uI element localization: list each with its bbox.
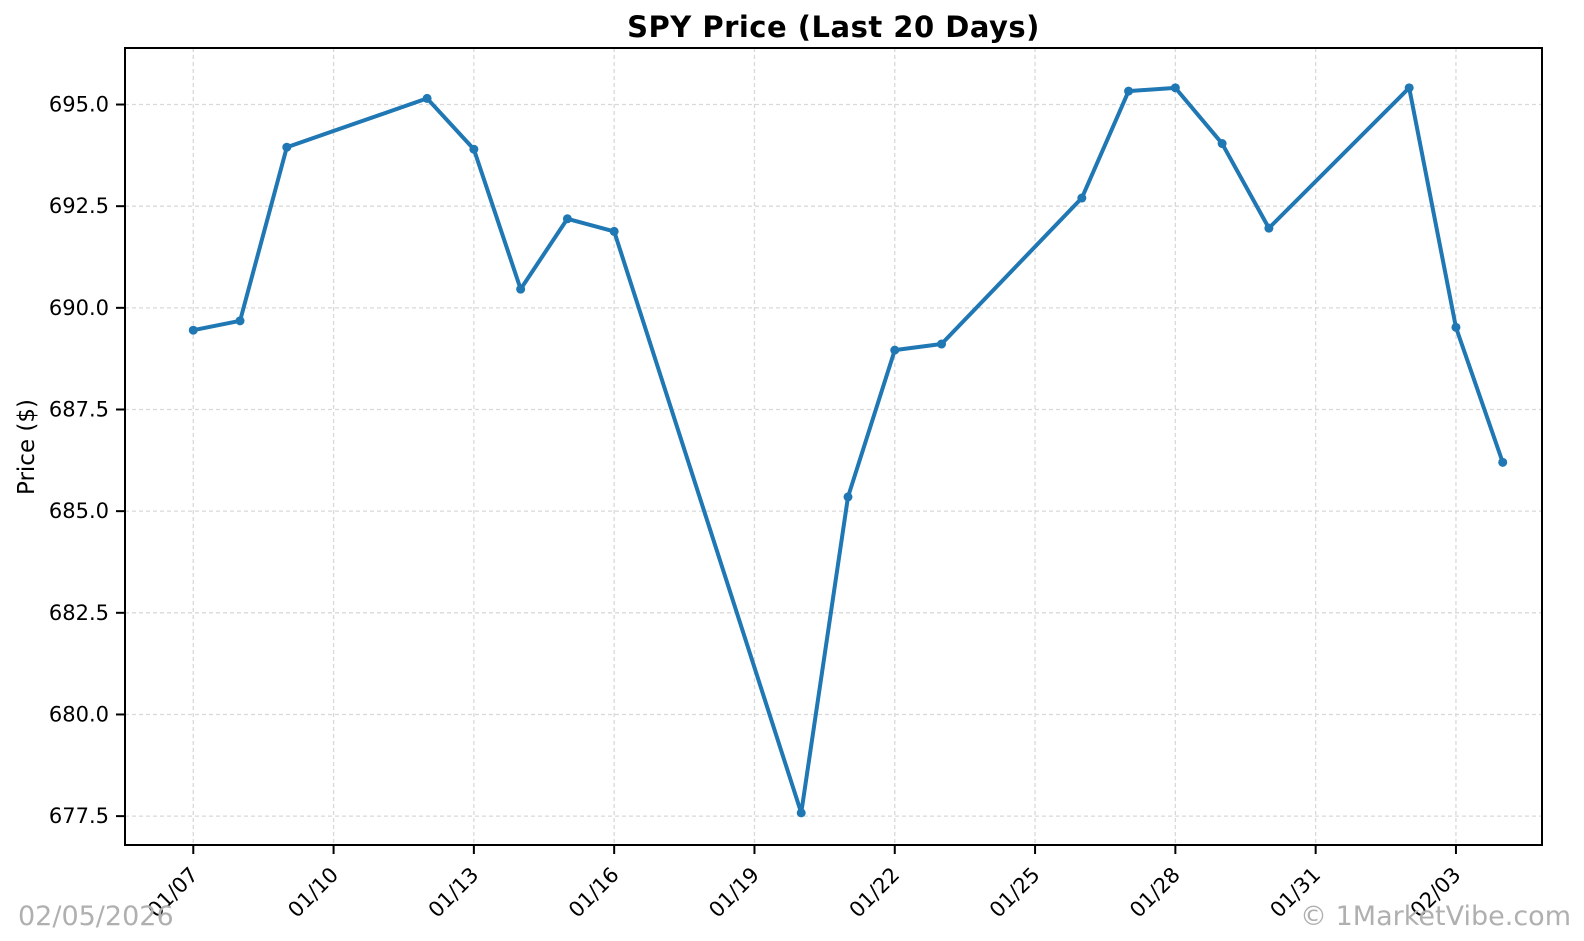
data-point-marker (1077, 193, 1087, 203)
data-point-marker (843, 492, 853, 502)
x-tick-label: 01/28 (1125, 863, 1185, 923)
data-point-marker (235, 316, 245, 326)
data-point-marker (469, 144, 479, 154)
y-tick-label: 687.5 (49, 397, 109, 421)
x-tick-label: 01/10 (283, 863, 343, 923)
x-tick-label: 01/19 (704, 863, 764, 923)
price-line (191, 85, 1505, 815)
data-point-marker (609, 226, 619, 236)
y-tick-label: 690.0 (49, 296, 109, 320)
y-tick-label: 695.0 (49, 93, 109, 117)
x-tick-label: 01/22 (845, 863, 905, 923)
watermark-date: 02/05/2026 (18, 901, 174, 932)
y-tick-label: 685.0 (49, 499, 109, 523)
data-point-marker (1404, 83, 1414, 93)
data-point-marker (1170, 83, 1180, 93)
x-tick-label: 01/13 (424, 863, 484, 923)
data-point-marker (1264, 223, 1274, 233)
y-tick-label: 680.0 (49, 702, 109, 726)
watermark-brand: © 1MarketVibe.com (1300, 901, 1571, 932)
data-point-marker (1124, 86, 1134, 96)
data-point-marker (1217, 139, 1227, 149)
data-point-marker (796, 808, 806, 818)
data-point-marker (516, 284, 526, 294)
data-point-marker (422, 93, 432, 103)
data-point-marker (937, 339, 947, 349)
data-point-marker (1498, 457, 1508, 467)
data-point-marker (1451, 322, 1461, 332)
y-tick-label: 692.5 (49, 194, 109, 218)
data-point-marker (282, 142, 292, 152)
data-point-marker (188, 325, 198, 335)
x-tick-label: 01/16 (564, 863, 624, 923)
data-point-marker (890, 345, 900, 355)
chart-title: SPY Price (Last 20 Days) (627, 10, 1040, 44)
y-tick-label: 677.5 (49, 804, 109, 828)
plot-frame (124, 47, 1543, 846)
x-tick-label: 01/25 (985, 863, 1045, 923)
data-point-marker (562, 214, 572, 224)
y-tick-label: 682.5 (49, 601, 109, 625)
